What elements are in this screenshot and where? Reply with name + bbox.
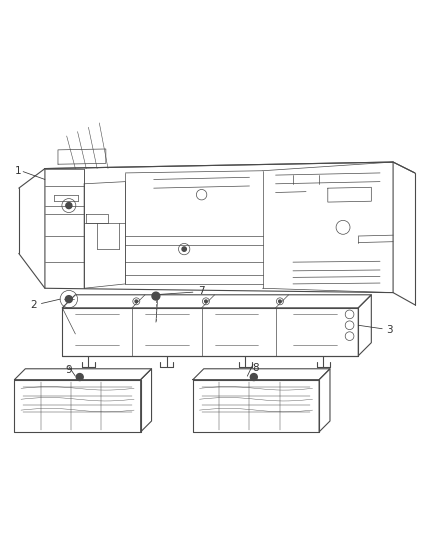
Circle shape [205,300,207,303]
Circle shape [152,292,160,300]
Circle shape [76,374,83,381]
Circle shape [182,247,186,251]
Text: 9: 9 [66,365,72,375]
Circle shape [66,203,72,208]
Text: 1: 1 [14,166,21,176]
Circle shape [279,300,281,303]
Circle shape [65,296,72,303]
Text: 8: 8 [253,363,259,373]
Text: 7: 7 [198,286,205,296]
Circle shape [251,374,257,381]
Text: 3: 3 [386,325,393,335]
Text: 2: 2 [31,300,37,310]
Circle shape [135,300,138,303]
